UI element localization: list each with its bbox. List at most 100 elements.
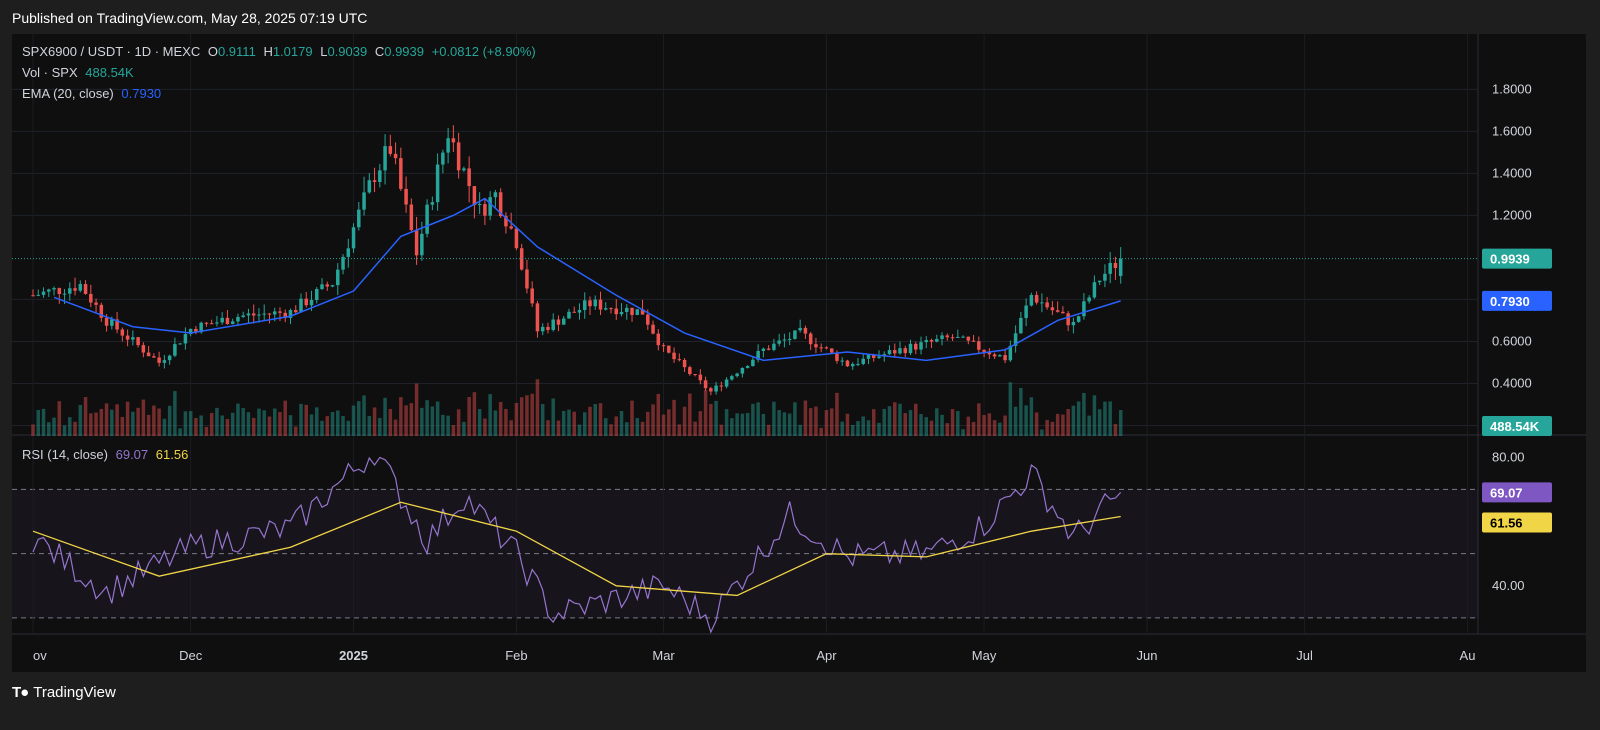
candle-body xyxy=(1071,321,1076,326)
candle-body xyxy=(209,323,214,325)
volume-label[interactable]: Vol · SPX xyxy=(22,65,78,80)
candle-body xyxy=(598,299,603,310)
volume-bar xyxy=(257,408,261,436)
candle-body xyxy=(688,367,692,375)
candle-body xyxy=(966,336,971,341)
candle-body xyxy=(1008,345,1013,361)
volume-bar xyxy=(556,420,561,436)
volume-bar xyxy=(693,421,697,436)
price-tick-label: 1.2000 xyxy=(1492,207,1532,222)
volume-bar xyxy=(383,397,387,436)
volume-bar xyxy=(451,425,456,436)
chart-canvas[interactable]: 0.20000.40000.60000.80001.20001.40001.60… xyxy=(12,34,1586,672)
volume-bar xyxy=(36,410,41,436)
candle-body xyxy=(1061,311,1065,314)
volume-bar xyxy=(866,420,871,436)
volume-bar xyxy=(551,398,555,436)
ema-legend: EMA (20, close) 0.7930 xyxy=(22,86,165,101)
rsi-label[interactable]: RSI (14, close) xyxy=(22,447,108,462)
volume-bar xyxy=(709,403,713,436)
volume-bar xyxy=(808,408,813,436)
candle-body xyxy=(115,319,119,330)
volume-bar xyxy=(441,414,445,436)
candle-body xyxy=(935,338,939,342)
candle-body xyxy=(157,357,161,363)
candle-body xyxy=(919,342,923,350)
candle-body xyxy=(772,343,776,350)
volume-bar xyxy=(456,409,461,436)
candle-body xyxy=(414,230,419,256)
candle-body xyxy=(651,324,655,334)
volume-bar xyxy=(1103,401,1107,436)
ema-label[interactable]: EMA (20, close) xyxy=(22,86,114,101)
volume-bar xyxy=(977,403,981,436)
candle-body xyxy=(230,321,235,325)
volume-bar xyxy=(41,408,46,436)
volume-bar xyxy=(903,413,908,436)
chart-frame[interactable]: 0.20000.40000.60000.80001.20001.40001.60… xyxy=(12,34,1586,672)
candle-body xyxy=(483,204,487,216)
candle-body xyxy=(493,192,498,198)
volume-bar xyxy=(477,409,482,436)
candle-body xyxy=(1034,294,1039,303)
rsi-badge: 69.07 xyxy=(1482,482,1552,503)
candle-body xyxy=(1113,262,1118,269)
candle-body xyxy=(577,309,582,313)
last-price-badge: 0.9939 xyxy=(1482,248,1552,269)
volume-bar xyxy=(393,419,398,436)
volume-bar xyxy=(1045,419,1049,436)
footer-brand[interactable]: T● TradingView xyxy=(12,684,116,701)
candle-body xyxy=(120,329,125,336)
volume-bar xyxy=(1118,410,1123,436)
candle-body xyxy=(998,355,1002,357)
candle-body xyxy=(141,345,146,353)
volume-bar xyxy=(99,408,104,436)
candle-body xyxy=(682,359,687,368)
volume-bar xyxy=(1050,421,1055,436)
volume-bar xyxy=(409,403,414,436)
volume-bar xyxy=(493,410,498,436)
candle-body xyxy=(761,348,766,351)
candle-body xyxy=(940,335,944,339)
volume-bar xyxy=(110,409,114,436)
candle-body xyxy=(341,256,345,270)
candle-body xyxy=(110,319,114,326)
candle-body xyxy=(887,350,892,355)
volume-bar xyxy=(992,420,997,436)
candle-body xyxy=(167,355,172,361)
volume-bar xyxy=(341,415,345,436)
volume-bar xyxy=(940,414,944,436)
candle-body xyxy=(388,146,393,154)
candle-body xyxy=(183,334,188,344)
time-tick-label: 2025 xyxy=(339,648,368,663)
tradingview-logo-icon: T● xyxy=(12,684,29,701)
candle-body xyxy=(1029,294,1034,306)
candle-body xyxy=(467,168,471,187)
candle-body xyxy=(99,304,104,318)
volume-bar xyxy=(640,421,645,436)
volume-bar xyxy=(719,424,724,436)
volume-bar xyxy=(399,397,403,436)
volume-bar xyxy=(115,404,119,436)
candle-body xyxy=(1097,280,1102,283)
candle-body xyxy=(68,288,72,294)
volume-bar xyxy=(561,410,566,436)
candle-body xyxy=(94,302,98,305)
symbol-title[interactable]: SPX6900 / USDT · 1D · MEXC xyxy=(22,44,201,59)
volume-bar xyxy=(682,406,687,436)
candle-body xyxy=(278,311,282,313)
volume-bar xyxy=(351,405,356,436)
candle-body xyxy=(1024,305,1028,318)
candle-body xyxy=(488,197,492,216)
volume-bar xyxy=(766,424,771,436)
volume-bar xyxy=(131,411,135,436)
candle-body xyxy=(898,348,902,354)
volume-bar xyxy=(1097,409,1102,436)
volume-bar xyxy=(635,418,640,436)
time-tick-label: Jul xyxy=(1296,648,1313,663)
candle-body xyxy=(525,269,529,289)
candle-body xyxy=(357,209,361,228)
volume-bar xyxy=(194,417,198,436)
candle-body xyxy=(766,348,771,350)
volume-bar xyxy=(357,401,361,436)
